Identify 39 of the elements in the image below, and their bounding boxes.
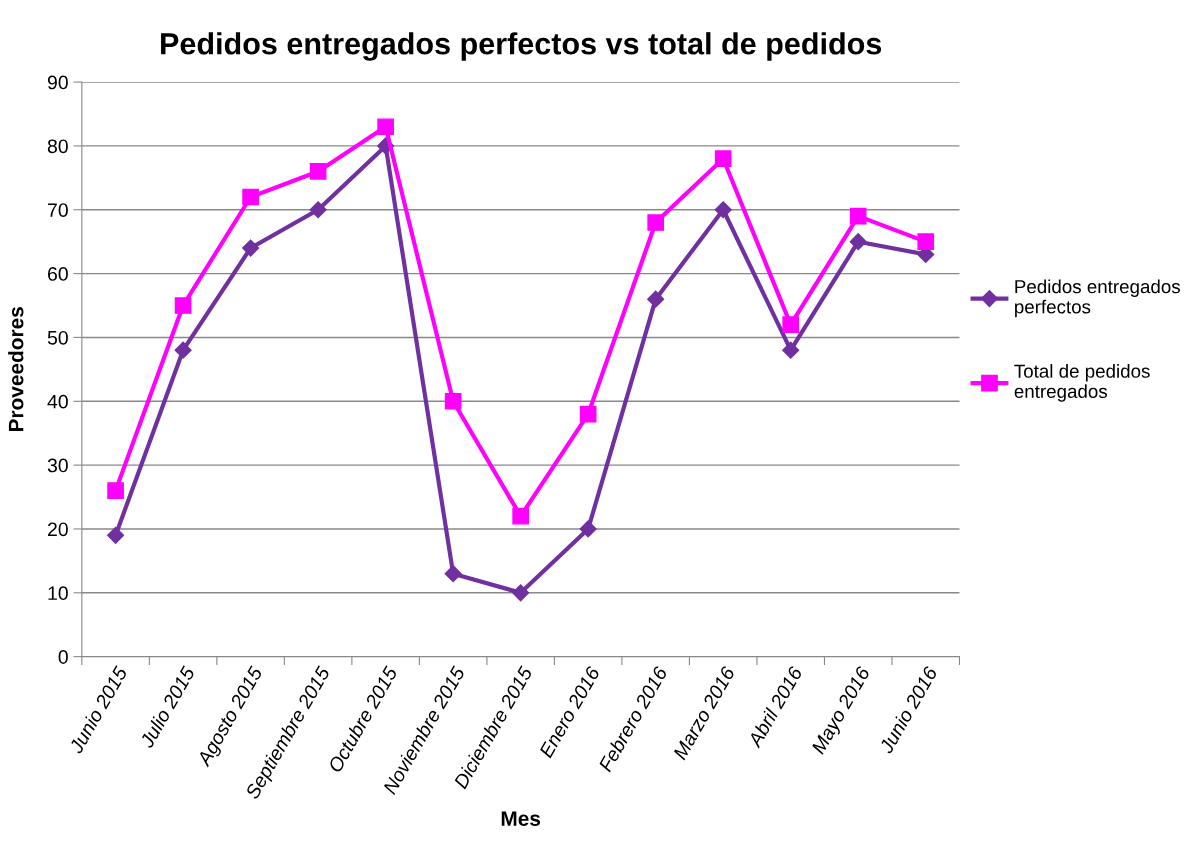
point [782,341,800,359]
y-tick-label: 80 [47,139,68,154]
point [714,201,732,219]
y-tick-label: 20 [47,522,68,537]
point [512,507,529,525]
point [579,520,597,538]
point [444,392,462,410]
point [917,233,935,251]
y-tick-label: 10 [48,586,68,601]
point [512,584,530,602]
point [714,150,732,168]
point [444,565,462,583]
y-tick-label: 0 [58,650,68,664]
y-tick-label: 30 [47,458,68,473]
y-tick-label: 40 [47,394,68,409]
legend-label: Pedidos entregados perfectos [1015,279,1180,318]
point [309,201,327,219]
point [242,188,259,206]
point [309,163,327,180]
point [782,316,800,334]
point [647,214,665,231]
chart-title: Pedidos entregados perfectos vs total de pedidos [161,32,882,61]
point [174,297,192,314]
point [174,341,192,359]
point [242,239,260,257]
legend-label: Total de pedidos entregados [1014,364,1150,402]
point [579,405,597,423]
point [107,482,124,499]
x-axis-title: Mes [501,811,541,826]
point [849,233,867,251]
y-axis-title: Proveedores [8,307,24,432]
point [849,207,867,225]
y-tick-label: 90 [47,75,68,90]
point [107,526,125,544]
point [647,290,665,308]
y-tick-label: 50 [47,330,68,345]
y-tick-label: 60 [48,267,68,281]
y-tick-label: 70 [48,203,68,217]
point [377,118,394,136]
